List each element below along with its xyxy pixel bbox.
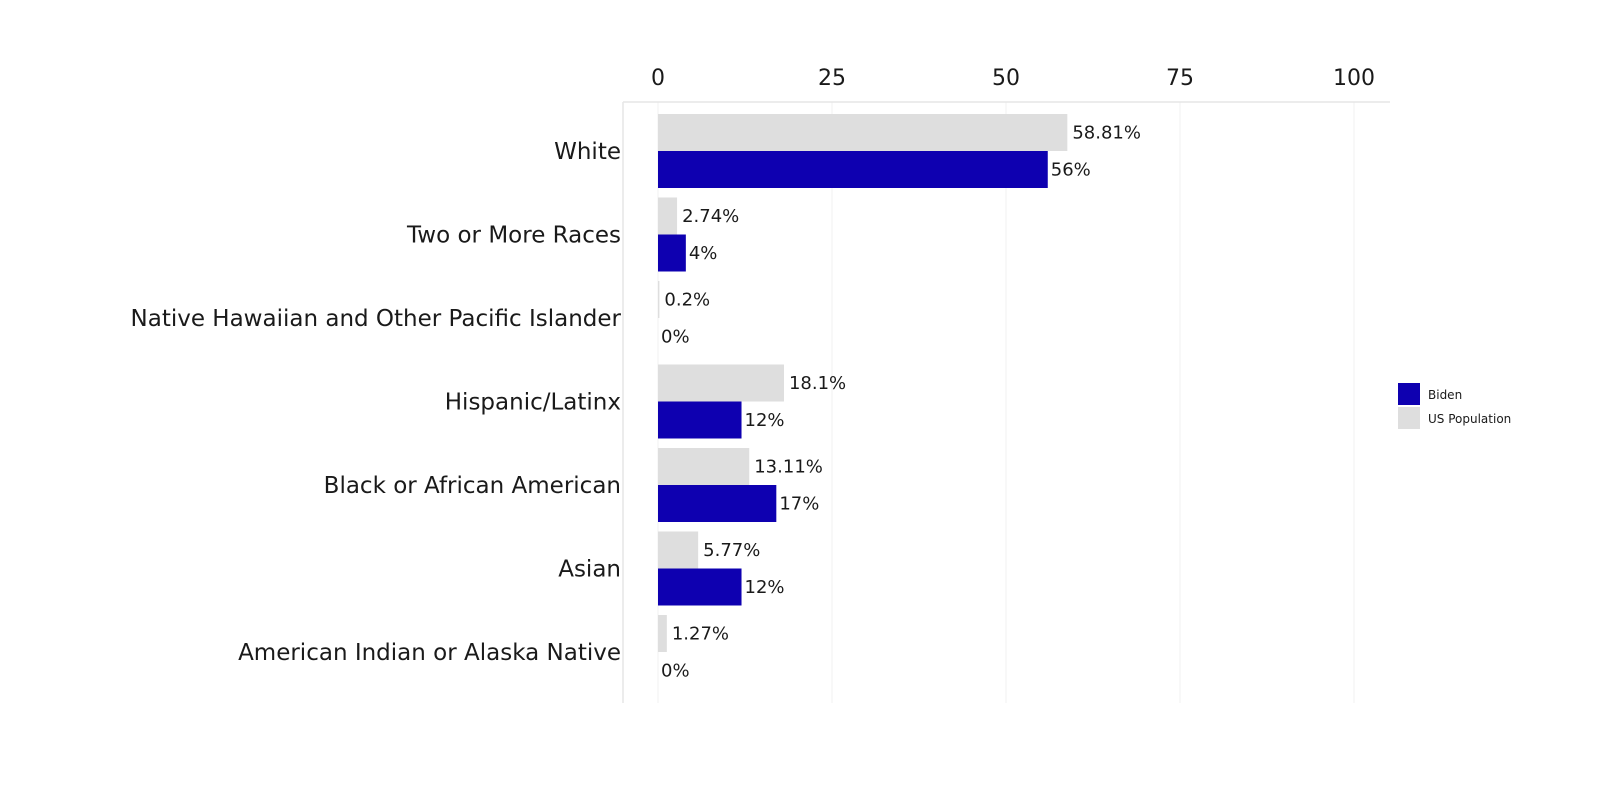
data-label-us-population: 18.1% [789, 373, 846, 394]
data-label-biden: 12% [745, 410, 785, 431]
data-label-biden: 0% [661, 661, 690, 682]
data-label-biden: 56% [1051, 160, 1091, 181]
category-label: Native Hawaiian and Other Pacific Island… [131, 306, 622, 332]
bar-biden [658, 234, 686, 272]
data-label-biden: 0% [661, 327, 690, 348]
bar-us-population [658, 448, 750, 485]
data-label-biden: 4% [689, 243, 718, 264]
bar-us-population [658, 114, 1068, 151]
category-label: Black or African American [324, 473, 621, 499]
bar-biden [658, 151, 1048, 188]
legend-label: Biden [1428, 388, 1462, 402]
bar-us-population [658, 531, 699, 569]
data-label-us-population: 2.74% [682, 206, 739, 227]
bars [658, 114, 1068, 652]
category-label: American Indian or Alaska Native [238, 640, 621, 666]
data-label-us-population: 5.77% [703, 540, 760, 561]
bar-biden [658, 401, 742, 439]
bar-us-population [658, 197, 678, 235]
legend-swatch [1398, 383, 1420, 405]
x-tick-label: 25 [818, 66, 846, 91]
data-labels: 58.81%56%2.74%4%0.2%0%18.1%12%13.11%17%5… [661, 123, 1141, 682]
bar-biden [658, 485, 777, 522]
category-label: Two or More Races [406, 223, 621, 249]
data-label-us-population: 0.2% [664, 290, 710, 311]
bar-us-population [658, 281, 660, 318]
category-label: Hispanic/Latinx [445, 390, 621, 416]
bar-biden [658, 568, 742, 606]
category-labels: White Two or More Races Native Hawaiian an… [131, 139, 622, 666]
data-label-biden: 12% [745, 577, 785, 598]
category-label: Asian [558, 557, 621, 583]
data-label-us-population: 13.11% [754, 457, 823, 478]
x-tick-labels: 0 25 50 75 100 [651, 66, 1375, 91]
x-tick-label: 75 [1166, 66, 1194, 91]
data-label-biden: 17% [779, 494, 819, 515]
gridlines [657, 102, 1355, 703]
bar-us-population [658, 364, 784, 402]
legend-label: US Population [1428, 412, 1511, 426]
category-label: White [554, 139, 621, 165]
x-tick-label: 100 [1333, 66, 1375, 91]
x-tick-label: 50 [992, 66, 1020, 91]
data-label-us-population: 58.81% [1072, 123, 1141, 144]
bar-us-population [658, 615, 667, 652]
axes [622, 101, 1390, 703]
legend: Biden US Population [1398, 383, 1511, 429]
legend-swatch [1398, 407, 1420, 429]
data-label-us-population: 1.27% [672, 624, 729, 645]
x-tick-label: 0 [651, 66, 665, 91]
